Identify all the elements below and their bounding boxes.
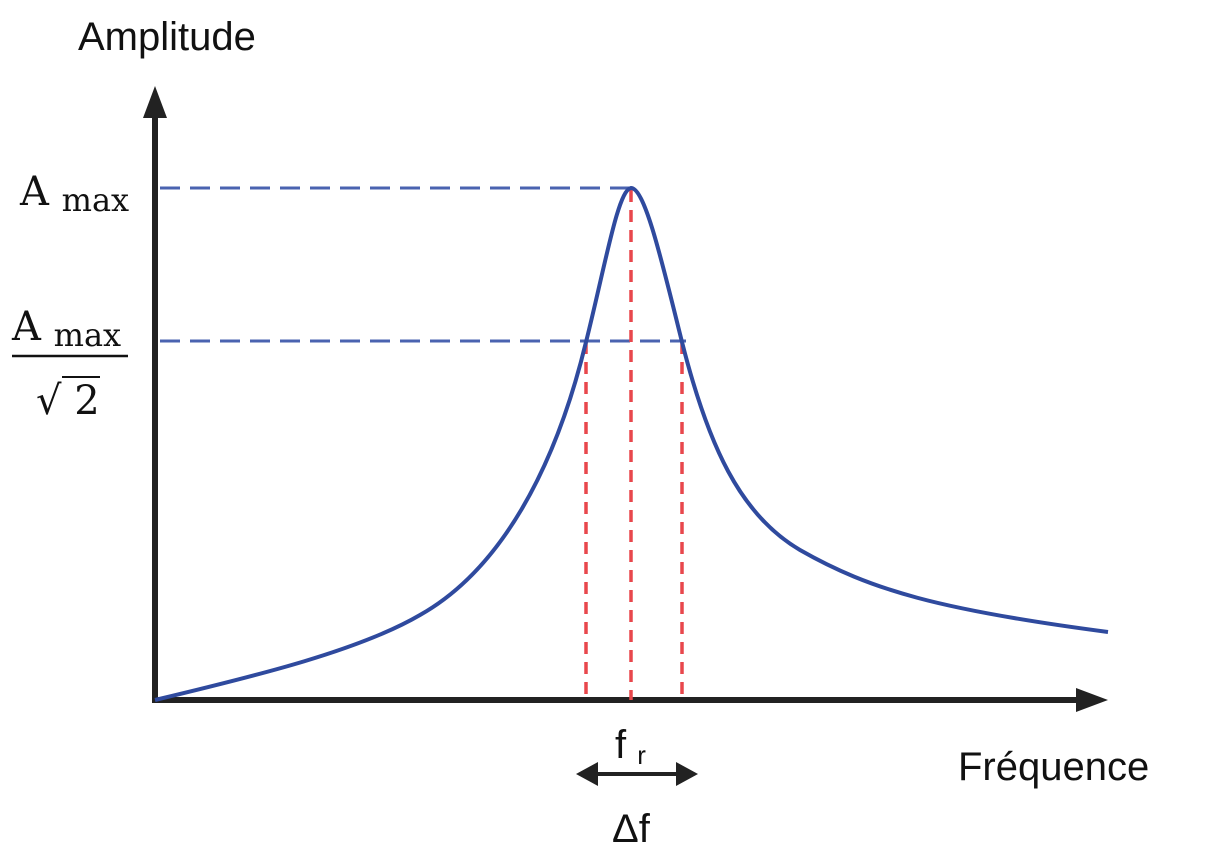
amax-label: A max	[19, 169, 129, 219]
y-axis-arrowhead	[143, 86, 167, 118]
amax-label-sub: max	[62, 181, 129, 219]
amax-label-main: A	[19, 169, 50, 215]
sqrt-symbol: √	[36, 378, 62, 424]
resonance-frequency-label: f r	[615, 723, 646, 770]
amax-sqrt2-numerator: A max	[11, 304, 121, 354]
resonance-curve	[154, 185, 1109, 702]
amax-sqrt2-num-sub: max	[54, 316, 121, 354]
fr-sub: r	[637, 740, 646, 770]
bandwidth-arrow-right-head	[676, 762, 698, 786]
sqrt-value: 2	[74, 378, 99, 424]
amax-sqrt2-denominator: √ 2	[36, 378, 100, 424]
bandwidth-arrow-left-head	[576, 762, 598, 786]
y-axis-title: Amplitude	[78, 15, 256, 59]
amax-sqrt2-num-main: A	[11, 304, 42, 350]
fr-main: f	[615, 723, 627, 767]
x-axis-title: Fréquence	[958, 745, 1149, 789]
bandwidth-label: Δf	[612, 807, 651, 848]
x-axis-arrowhead	[1076, 688, 1108, 712]
